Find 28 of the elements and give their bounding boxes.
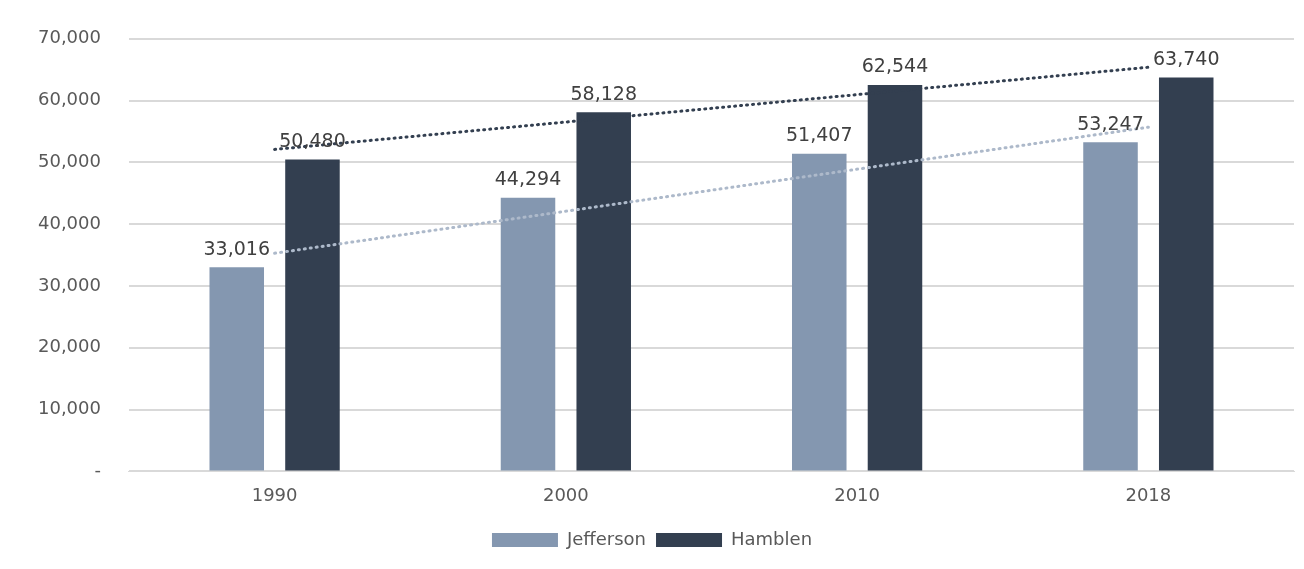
x-tick-label: 1990 [251,483,298,505]
x-tick-label: 2018 [1125,483,1172,505]
y-tick-label: 70,000 [38,26,101,48]
bar [209,267,265,471]
y-tick-label: 40,000 [38,211,101,233]
bar [1083,142,1138,471]
data-label: 63,740 [1152,46,1220,69]
y-tick-label: 50,000 [38,150,101,172]
y-tick-label: 30,000 [38,273,101,295]
y-tick-label: 10,000 [38,397,101,419]
data-label: 50,480 [279,128,346,151]
legend-label: Jefferson [565,527,647,549]
x-tick-label: 2000 [542,483,589,505]
data-label: 44,294 [494,167,562,190]
data-label: 33,016 [203,236,270,259]
data-label: 62,544 [861,54,929,77]
bar [1158,77,1214,471]
bar [500,197,556,471]
y-tick-label: 20,000 [38,335,101,357]
y-tick-label: 60,000 [38,88,101,110]
bar [285,159,340,471]
bar [791,153,847,471]
legend-label: Hamblen [731,527,813,549]
x-tick-label: 2010 [834,483,881,505]
data-label: 53,247 [1077,111,1144,134]
data-label: 51,407 [786,123,853,146]
y-tick-label: - [94,459,101,481]
data-label: 58,128 [570,81,637,104]
